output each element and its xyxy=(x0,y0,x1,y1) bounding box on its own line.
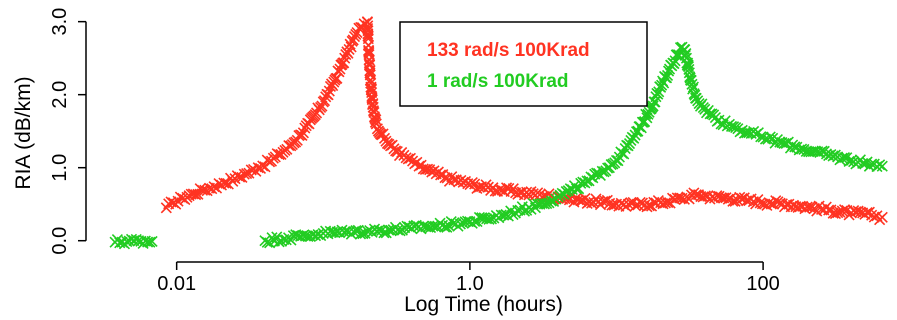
x-axis-label: Log Time (hours) xyxy=(404,293,563,316)
data-point xyxy=(309,230,322,242)
data-point xyxy=(661,69,674,82)
data-point xyxy=(322,89,334,101)
data-point xyxy=(342,47,354,59)
data-point xyxy=(363,54,375,66)
data-point xyxy=(827,150,839,162)
data-point xyxy=(843,155,855,167)
data-point xyxy=(296,129,308,142)
data-point xyxy=(318,95,331,107)
x-tick-label: 1.0 xyxy=(456,273,484,295)
x-tick-label: 100 xyxy=(746,273,779,295)
data-point xyxy=(473,181,485,193)
data-point xyxy=(364,64,376,77)
data-point xyxy=(303,118,315,130)
data-point xyxy=(876,211,888,223)
data-point xyxy=(383,224,395,236)
data-point xyxy=(628,132,640,144)
data-point xyxy=(850,206,862,218)
data-point xyxy=(196,184,209,196)
data-point xyxy=(371,225,383,237)
data-point xyxy=(392,224,404,236)
x-axis-ticks: 0.01 1.0 100 xyxy=(157,262,780,295)
y-tick-label: 1.0 xyxy=(49,154,71,182)
data-point xyxy=(836,152,848,164)
data-point xyxy=(874,159,886,171)
data-point xyxy=(684,72,696,84)
legend: 133 rad/s 100Krad 1 rad/s 100Krad xyxy=(399,21,648,107)
data-point xyxy=(354,228,367,240)
y-tick-label: 3.0 xyxy=(49,8,71,36)
data-point xyxy=(347,34,359,46)
data-point xyxy=(370,114,382,126)
data-point xyxy=(660,72,673,84)
data-point xyxy=(715,192,727,204)
data-point xyxy=(725,120,738,132)
y-axis-label: RIA (dB/km) xyxy=(12,76,35,189)
data-point xyxy=(142,236,154,248)
data-point xyxy=(659,197,671,209)
data-point xyxy=(668,57,680,70)
data-point xyxy=(316,100,328,112)
data-point xyxy=(339,52,351,64)
data-point xyxy=(680,47,692,60)
data-point xyxy=(689,89,701,101)
data-point xyxy=(408,220,420,232)
data-point xyxy=(283,139,295,152)
y-tick-label: 0.0 xyxy=(49,227,71,255)
series-layer xyxy=(109,16,888,250)
x-tick-label: 0.01 xyxy=(157,273,196,295)
data-point xyxy=(218,177,230,189)
data-point xyxy=(362,28,374,40)
data-point xyxy=(362,20,374,32)
series-2 xyxy=(109,41,888,250)
data-point xyxy=(625,197,637,209)
legend-entry-1-rad-s: 1 rad/s 100Krad xyxy=(427,71,569,92)
data-point xyxy=(338,226,350,238)
data-point xyxy=(257,160,269,172)
data-point xyxy=(386,139,398,151)
data-point xyxy=(572,194,584,206)
data-point xyxy=(333,66,345,78)
data-point xyxy=(190,189,202,201)
data-point xyxy=(146,235,158,247)
data-point xyxy=(350,224,362,237)
data-point xyxy=(362,30,374,43)
data-point xyxy=(629,200,642,212)
data-point xyxy=(596,165,608,177)
legend-entry-133-rad-s: 133 rad/s 100Krad xyxy=(427,40,590,61)
data-point xyxy=(697,191,709,203)
data-point xyxy=(427,220,439,232)
data-point xyxy=(641,201,653,213)
legend-box xyxy=(399,21,648,107)
data-point xyxy=(144,236,156,248)
data-point xyxy=(329,227,341,239)
data-point xyxy=(187,188,199,200)
y-tick-label: 2.0 xyxy=(49,81,71,109)
data-point xyxy=(876,160,888,172)
data-point xyxy=(686,78,698,90)
y-axis-ticks: 0.0 1.0 2.0 3.0 xyxy=(49,8,86,255)
data-point xyxy=(685,74,697,87)
series-1 xyxy=(160,16,888,226)
